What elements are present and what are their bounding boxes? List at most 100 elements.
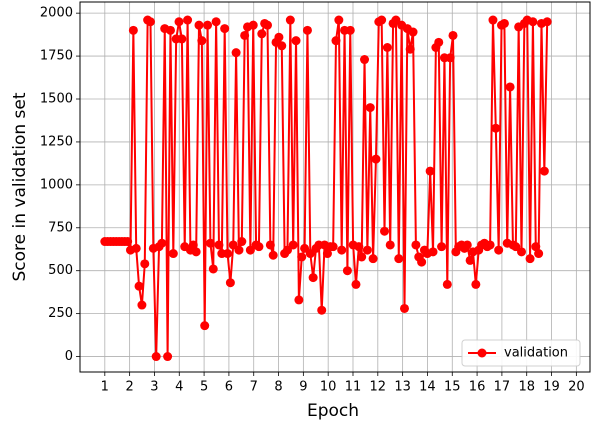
point [445,53,455,63]
point [380,226,390,236]
x-tick-label: 17 [494,380,511,395]
point [131,243,141,253]
x-tick-label: 20 [568,380,585,395]
point [262,20,272,30]
point [425,166,435,176]
point [245,245,255,255]
point [462,240,472,250]
point [214,240,224,250]
x-tick-label: 8 [274,380,282,395]
point [385,240,395,250]
point [197,36,207,46]
x-tick-label: 11 [345,380,362,395]
point [362,245,372,255]
point [408,27,418,37]
x-tick-label: 19 [543,380,560,395]
x-tick-label: 4 [175,380,183,395]
point [448,30,458,40]
point [137,300,147,310]
point [365,103,375,113]
x-tick-label: 7 [250,380,258,395]
x-tick-label: 5 [200,380,208,395]
point [157,238,167,248]
y-tick-label: 500 [48,263,73,278]
x-tick-label: 18 [518,380,535,395]
point [322,249,332,259]
point [488,15,498,25]
point [328,242,338,252]
line [104,17,549,357]
x-tick-label: 16 [469,380,486,395]
point [511,242,521,252]
point [377,15,387,25]
point [405,44,415,54]
point [525,254,535,264]
point [191,247,201,257]
point [371,154,381,164]
point [145,17,155,27]
point [174,17,184,27]
point [442,279,452,289]
point [539,166,549,176]
point [542,17,552,27]
point [228,240,238,250]
y-tick-label: 1500 [40,92,73,107]
point [300,243,310,253]
point [254,242,264,252]
point [382,42,392,52]
point [517,247,527,257]
point [354,242,364,252]
point [391,15,401,25]
point [194,20,204,30]
point [351,279,361,289]
point [302,25,312,35]
point [177,34,187,44]
y-tick-label: 250 [48,306,73,321]
point [128,25,138,35]
point [211,17,221,27]
point [528,17,538,27]
legend-label: validation [504,346,568,361]
legend-marker [477,348,487,358]
point [334,15,344,25]
point [223,249,233,259]
point [294,295,304,305]
point [205,238,215,248]
y-tick-label: 750 [48,220,73,235]
x-tick-label: 15 [444,380,461,395]
point [417,257,427,267]
point [485,240,495,250]
point [225,278,235,288]
point [434,37,444,47]
point [285,15,295,25]
point [220,24,230,34]
x-tick-label: 2 [125,380,133,395]
point [360,55,370,65]
point [274,32,284,42]
point [471,279,481,289]
x-tick-label: 9 [299,380,307,395]
point [499,18,509,28]
point [237,237,247,247]
point [337,245,347,255]
point [163,352,173,362]
x-axis-label: Epoch [307,401,359,421]
point [240,30,250,40]
point [297,252,307,262]
x-tick-label: 6 [225,380,233,395]
point [394,254,404,264]
point [399,303,409,313]
point [308,273,318,283]
x-tick-label: 1 [101,380,109,395]
y-tick-label: 0 [65,349,73,364]
point [534,249,544,259]
point [123,237,133,247]
point [257,29,267,39]
point [317,305,327,315]
point [134,281,144,291]
y-tick-label: 1750 [40,49,73,64]
point [437,242,447,252]
point [494,245,504,255]
y-tick-label: 1000 [40,177,73,192]
